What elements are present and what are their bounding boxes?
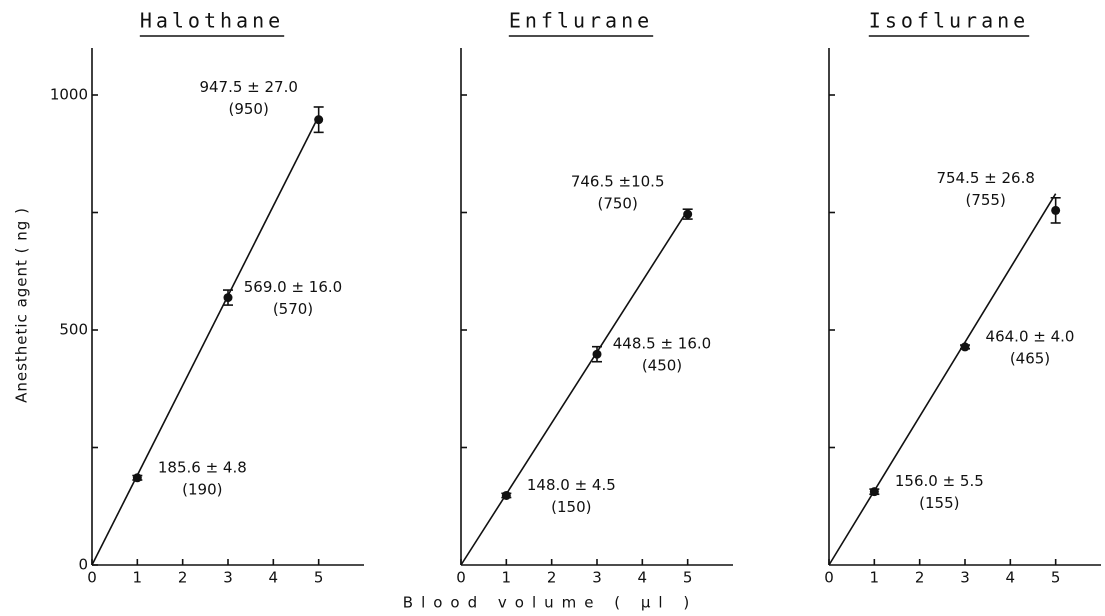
- x-tick-label: 5: [683, 569, 693, 587]
- x-tick-label: 2: [547, 569, 557, 587]
- y-tick-label: 500: [59, 321, 88, 339]
- x-tick-label: 1: [133, 569, 143, 587]
- expected-label: (450): [642, 357, 682, 375]
- fit-line: [460, 209, 689, 566]
- x-tick-label: 0: [87, 569, 97, 587]
- data-point: [683, 209, 693, 219]
- fit-line: [91, 115, 320, 566]
- x-tick-label: 1: [502, 569, 512, 587]
- expected-label: (155): [919, 494, 959, 512]
- x-tick-label: 2: [915, 569, 925, 587]
- expected-label: (190): [182, 480, 222, 498]
- data-point: [223, 293, 233, 303]
- x-axis-label: Blood volume ( µl ): [403, 594, 697, 612]
- expected-label: (150): [551, 498, 591, 516]
- y-axis-label: Anesthetic agent ( ng ): [13, 207, 31, 403]
- data-point: [501, 490, 511, 500]
- data-point: [869, 487, 879, 497]
- value-label: 569.0 ± 16.0: [244, 278, 342, 296]
- data-point: [960, 342, 970, 352]
- x-tick-label: 0: [824, 569, 834, 587]
- x-tick-label: 3: [223, 569, 233, 587]
- value-label: 746.5 ±10.5: [571, 173, 665, 191]
- y-tick-label: 1000: [50, 86, 88, 104]
- value-label: 148.0 ± 4.5: [527, 476, 616, 494]
- value-label: 185.6 ± 4.8: [158, 458, 247, 476]
- value-label: 754.5 ± 26.8: [936, 169, 1034, 187]
- data-point: [132, 473, 142, 483]
- data-point: [314, 115, 324, 125]
- x-tick-label: 1: [870, 569, 880, 587]
- expected-label: (755): [965, 191, 1005, 209]
- x-tick-label: 2: [178, 569, 188, 587]
- x-tick-label: 5: [314, 569, 324, 587]
- panel-title: Halothane: [140, 9, 284, 33]
- data-point: [592, 349, 602, 359]
- expected-label: (950): [228, 100, 268, 118]
- value-label: 156.0 ± 5.5: [895, 472, 984, 490]
- panel-title: Isoflurane: [869, 9, 1029, 33]
- y-tick-label: 0: [78, 556, 88, 574]
- x-tick-label: 3: [960, 569, 970, 587]
- expected-label: (465): [1010, 349, 1050, 367]
- x-tick-label: 4: [269, 569, 279, 587]
- x-tick-label: 3: [592, 569, 602, 587]
- fit-line: [828, 193, 1057, 566]
- value-label: 464.0 ± 4.0: [986, 327, 1075, 345]
- x-tick-label: 5: [1051, 569, 1061, 587]
- x-tick-label: 4: [638, 569, 648, 587]
- panel-title: Enflurane: [509, 9, 653, 33]
- x-tick-label: 0: [456, 569, 466, 587]
- data-point: [1051, 205, 1061, 215]
- x-tick-label: 4: [1006, 569, 1016, 587]
- value-label: 947.5 ± 27.0: [199, 78, 297, 96]
- expected-label: (570): [273, 300, 313, 318]
- value-label: 448.5 ± 16.0: [613, 335, 711, 353]
- expected-label: (750): [597, 195, 637, 213]
